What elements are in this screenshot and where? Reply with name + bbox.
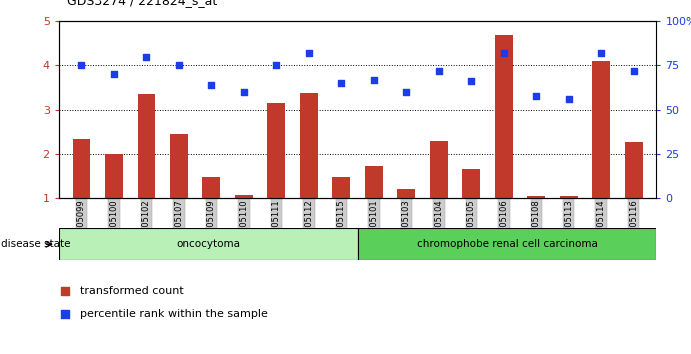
Bar [170,134,188,198]
Point [406,195,417,201]
Point [173,63,184,68]
Point [563,96,574,102]
Bar [397,189,415,198]
Text: percentile rank within the sample: percentile rank within the sample [79,309,267,319]
Text: GDS3274 / 221824_s_at: GDS3274 / 221824_s_at [66,0,217,7]
Bar [560,196,578,198]
Point [433,68,444,74]
Point [368,77,379,82]
Bar [527,196,545,198]
Point [336,80,347,86]
Bar [138,94,155,198]
Point [206,82,217,88]
Bar [235,195,253,198]
Bar [365,166,383,198]
Point [498,50,509,56]
Point [303,50,314,56]
Point [628,68,639,74]
Point [271,63,282,68]
Bar [267,103,285,198]
Bar [358,228,656,260]
Bar [332,177,350,198]
Bar [592,61,610,198]
Bar [300,93,318,198]
Point [596,50,607,56]
Point [531,93,542,98]
Point [401,89,412,95]
Bar [59,228,358,260]
Point [108,72,120,77]
Text: chromophobe renal cell carcinoma: chromophobe renal cell carcinoma [417,239,598,249]
Point [238,89,249,95]
Bar [202,177,220,198]
Text: transformed count: transformed count [79,286,183,296]
Point [466,79,477,84]
Bar [495,34,513,198]
Point [141,54,152,59]
Bar [625,142,643,198]
Bar [430,141,448,198]
Bar [105,154,123,198]
Bar [73,138,91,198]
Point [76,63,87,68]
Text: disease state: disease state [1,239,71,249]
Bar [462,170,480,198]
Text: oncocytoma: oncocytoma [176,239,240,249]
